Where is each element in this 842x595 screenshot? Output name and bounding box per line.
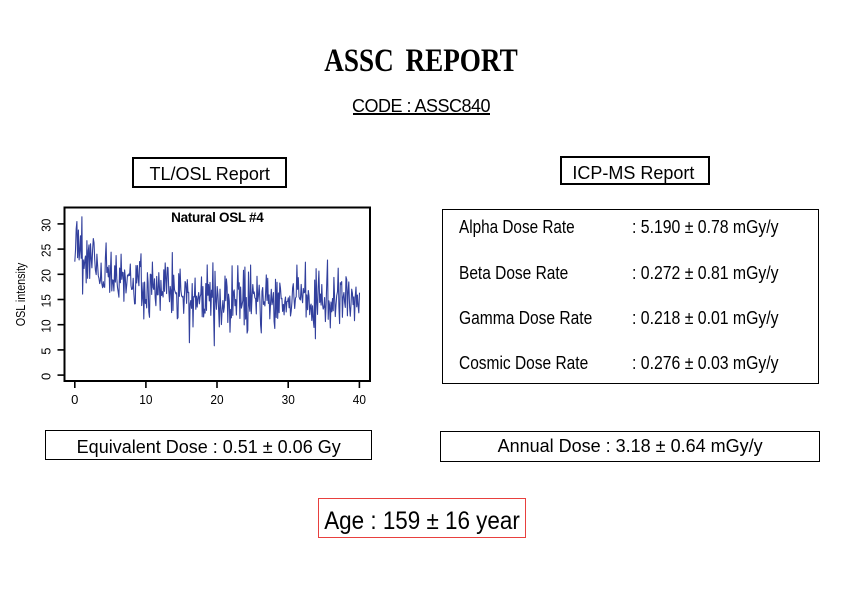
svg-text:40: 40 <box>353 392 366 407</box>
svg-text:OSL intensity: OSL intensity <box>14 263 28 327</box>
svg-text:25: 25 <box>38 244 53 257</box>
svg-text:30: 30 <box>38 219 53 232</box>
svg-text:15: 15 <box>38 294 53 307</box>
svg-text:Natural OSL #4: Natural OSL #4 <box>171 210 264 225</box>
svg-text:10: 10 <box>139 392 152 407</box>
svg-text:5: 5 <box>38 348 53 355</box>
svg-text:30: 30 <box>282 392 295 407</box>
svg-text:20: 20 <box>38 269 53 282</box>
svg-text:0: 0 <box>71 392 78 407</box>
svg-text:20: 20 <box>210 392 223 407</box>
svg-text:10: 10 <box>38 319 53 332</box>
svg-text:0: 0 <box>38 373 53 380</box>
